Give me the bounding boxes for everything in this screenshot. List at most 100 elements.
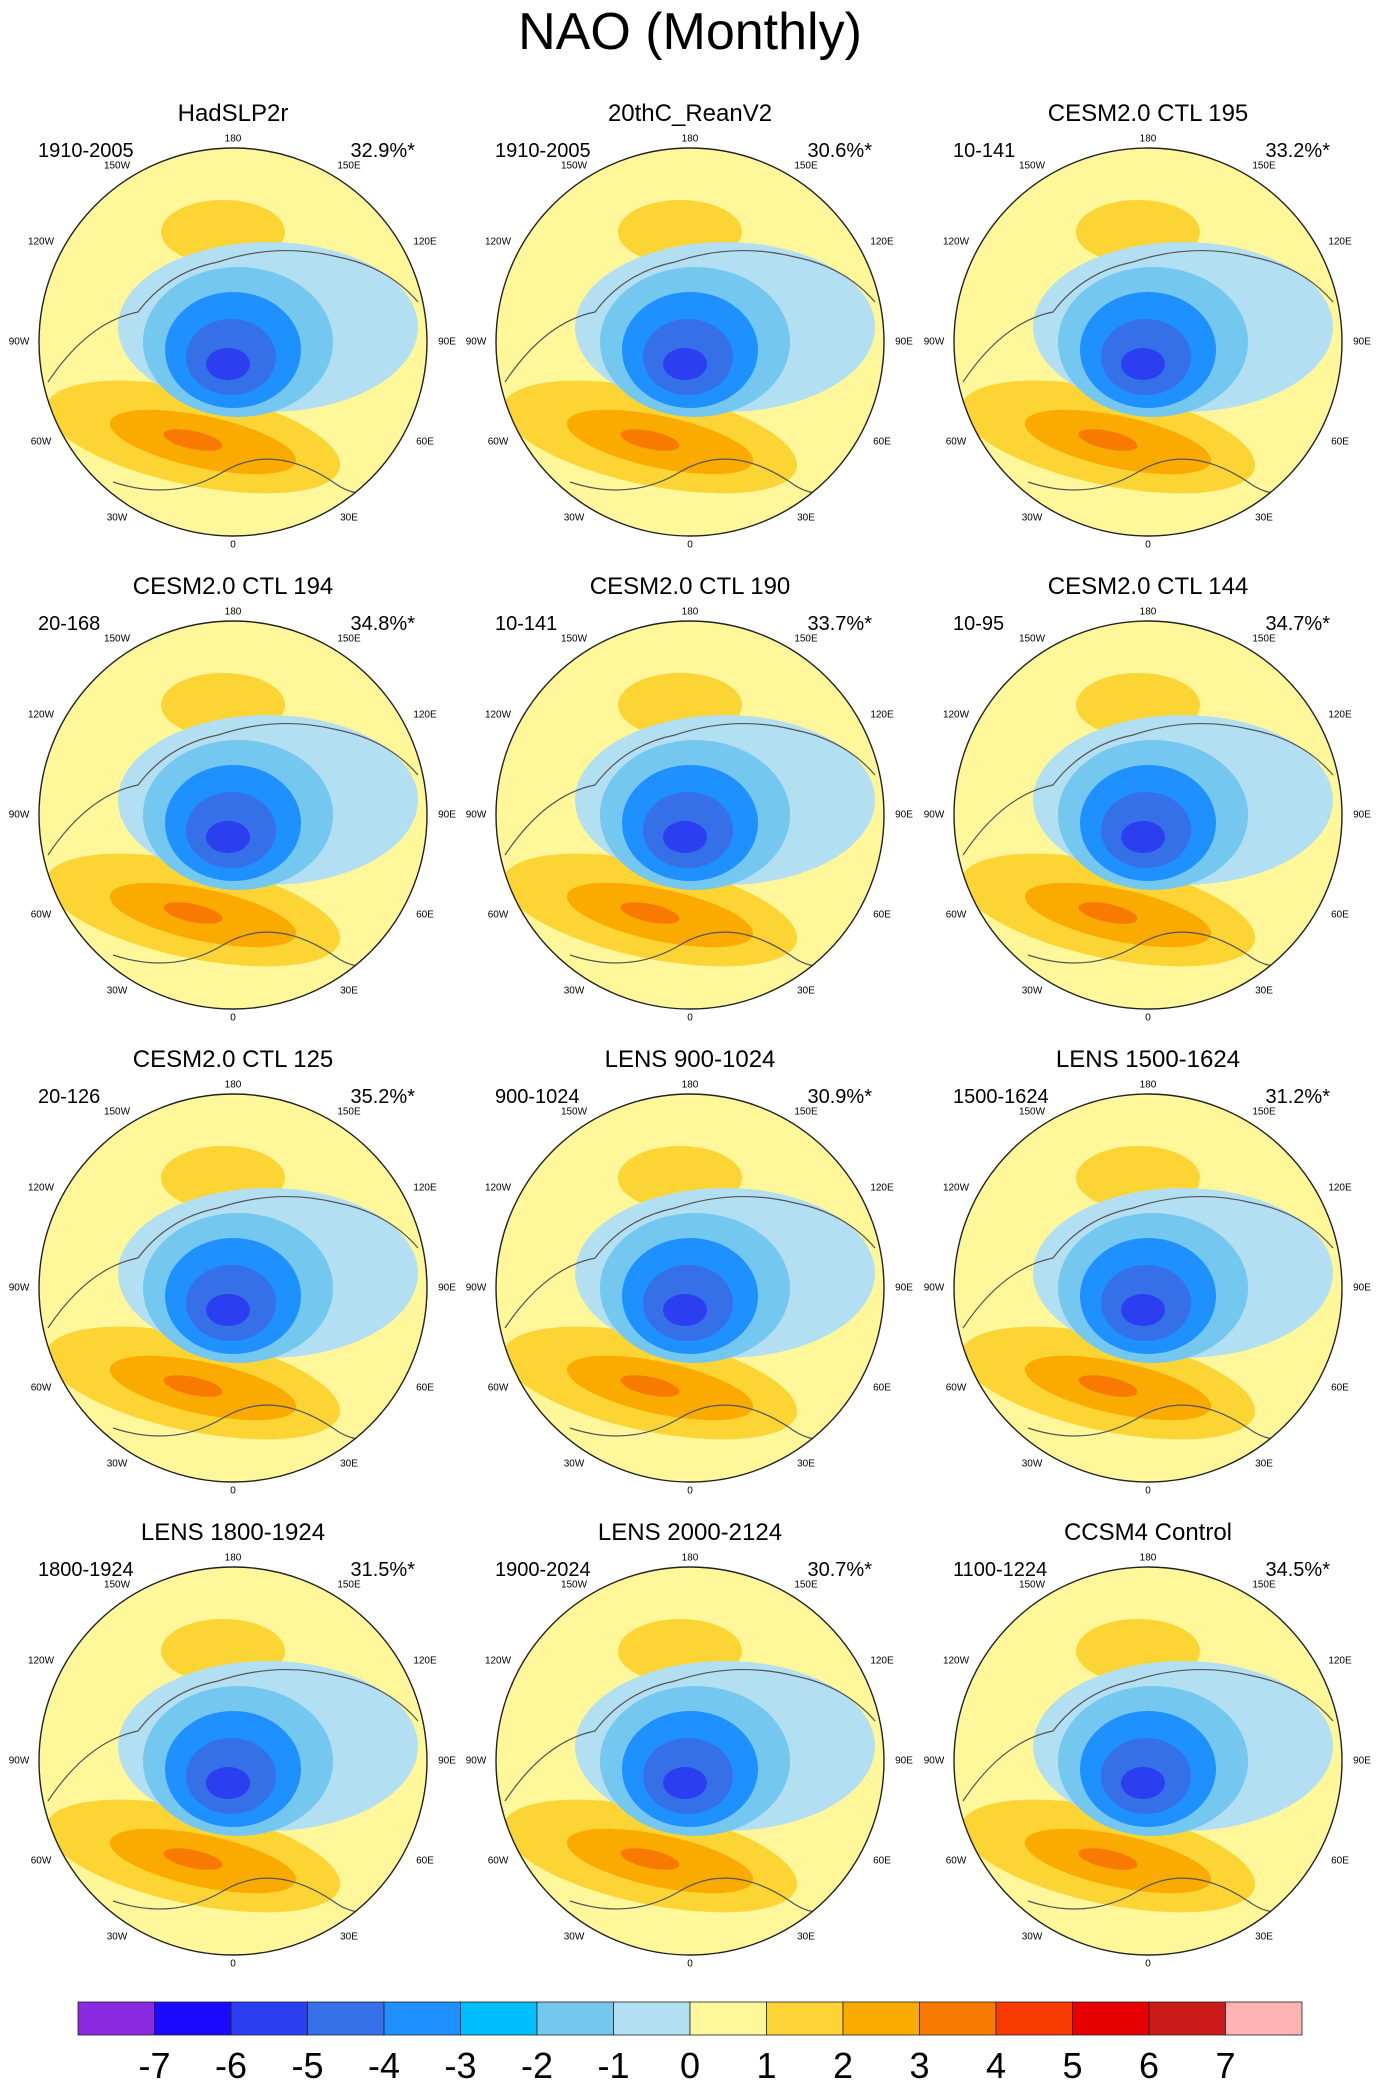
colorbar-label: 7 <box>1215 2045 1235 2086</box>
map-panel: CESM2.0 CTL 144 10-95 34.7%* 180 150W 150E 120… <box>924 573 1372 1024</box>
longitude-label: 30E <box>797 513 815 524</box>
colorbar-swatch <box>230 2001 308 2036</box>
panel-years: 10-141 <box>953 140 1015 162</box>
longitude-label: 150E <box>794 161 818 172</box>
coastline <box>504 722 876 856</box>
panel-title: LENS 1500-1624 <box>1056 1046 1240 1073</box>
longitude-label: 60W <box>31 1856 52 1867</box>
colorbar-swatch <box>154 2001 232 2036</box>
panel-variance: 34.8%* <box>351 613 416 635</box>
longitude-label: 150E <box>337 634 361 645</box>
longitude-label: 150W <box>104 1580 131 1591</box>
map-border <box>495 1093 885 1483</box>
longitude-label: 30W <box>107 1459 128 1470</box>
panel-variance: 30.9%* <box>808 1086 873 1108</box>
longitude-label: 0 <box>1145 1013 1151 1024</box>
longitude-label: 0 <box>230 1959 236 1970</box>
longitude-label: 0 <box>230 1013 236 1024</box>
longitude-label: 90W <box>466 1283 487 1294</box>
longitude-label: 30E <box>797 1932 815 1943</box>
contour-field <box>496 1094 884 1482</box>
arctic-negative-core <box>663 348 707 380</box>
longitude-label: 60W <box>488 910 509 921</box>
atlantic-positive-max <box>1078 1848 1138 1870</box>
longitude-label: 90E <box>895 810 913 821</box>
coastline <box>47 722 419 856</box>
longitude-label: 120W <box>485 1183 512 1194</box>
panel-title: HadSLP2r <box>178 100 289 127</box>
panel-title: CESM2.0 CTL 125 <box>133 1046 334 1073</box>
longitude-label: 60W <box>946 437 967 448</box>
longitude-label: 120W <box>485 710 512 721</box>
longitude-label: 150E <box>794 1107 818 1118</box>
arctic-negative-core <box>206 1294 250 1326</box>
coastline <box>504 1195 876 1329</box>
longitude-label: 30E <box>340 513 358 524</box>
panel-years: 20-168 <box>38 613 100 635</box>
map-border <box>953 1093 1343 1483</box>
atlantic-positive-max <box>620 1848 680 1870</box>
longitude-label: 180 <box>1140 1080 1157 1091</box>
panel-years: 1910-2005 <box>495 140 591 162</box>
colorbar-label: 2 <box>833 2045 853 2086</box>
longitude-label: 90E <box>895 1756 913 1767</box>
longitude-label: 120W <box>943 1183 970 1194</box>
contour-field <box>39 1567 427 1955</box>
longitude-label: 120E <box>1328 1183 1352 1194</box>
coastline <box>47 1668 419 1802</box>
panel-variance: 35.2%* <box>351 1086 416 1108</box>
map-border <box>953 620 1343 1010</box>
longitude-label: 120W <box>28 237 55 248</box>
longitude-label: 120E <box>870 1183 894 1194</box>
longitude-label: 150E <box>1252 161 1276 172</box>
longitude-label: 150W <box>561 1107 588 1118</box>
longitude-label: 30E <box>797 1459 815 1470</box>
colorbar-label: 5 <box>1062 2045 1082 2086</box>
longitude-label: 30W <box>107 513 128 524</box>
longitude-label: 60E <box>873 1383 891 1394</box>
panels-grid: HadSLP2r 1910-2005 32.9%* 180 150W 150E 120W 12… <box>9 100 1372 1970</box>
longitude-label: 150W <box>561 634 588 645</box>
coastline <box>962 1195 1334 1329</box>
colorbar-label: -5 <box>291 2045 323 2086</box>
map-panel: LENS 900-1024 900-1024 30.9%* 180 150W 150E 12… <box>466 1046 914 1497</box>
longitude-label: 150E <box>794 1580 818 1591</box>
longitude-label: 90W <box>924 1756 945 1767</box>
contour-field <box>954 1094 1342 1482</box>
colorbar-swatch <box>995 2001 1073 2036</box>
map-border <box>38 1093 428 1483</box>
longitude-label: 60W <box>946 1383 967 1394</box>
map-border <box>953 147 1343 537</box>
longitude-label: 90W <box>924 337 945 348</box>
longitude-label: 180 <box>682 1553 699 1564</box>
panel-title: LENS 2000-2124 <box>598 1519 782 1546</box>
panel-variance: 34.7%* <box>1266 613 1331 635</box>
coastline <box>962 1668 1334 1802</box>
panel-title: CESM2.0 CTL 190 <box>590 573 791 600</box>
map-panel: LENS 1800-1924 1800-1924 31.5%* 180 150W 150E… <box>9 1519 457 1970</box>
contour-field <box>496 148 884 536</box>
longitude-label: 60E <box>873 1856 891 1867</box>
colorbar-label: -7 <box>138 2045 170 2086</box>
longitude-label: 120E <box>870 237 894 248</box>
contour-field <box>496 621 884 1009</box>
panel-variance: 31.2%* <box>1266 1086 1331 1108</box>
longitude-label: 180 <box>1140 134 1157 145</box>
atlantic-positive-max <box>163 902 223 924</box>
colorbar-label: -3 <box>444 2045 476 2086</box>
arctic-negative-core <box>206 821 250 853</box>
map-panel: LENS 1500-1624 1500-1624 31.2%* 180 150W 150E… <box>924 1046 1372 1497</box>
longitude-label: 90W <box>9 810 30 821</box>
longitude-label: 30W <box>107 986 128 997</box>
longitude-label: 60E <box>416 1383 434 1394</box>
longitude-label: 90E <box>438 1756 456 1767</box>
longitude-label: 60W <box>488 1383 509 1394</box>
longitude-label: 30W <box>1022 1932 1043 1943</box>
atlantic-positive-max <box>620 1375 680 1397</box>
panel-title: 20thC_ReanV2 <box>608 100 772 127</box>
colorbar-label: -1 <box>597 2045 629 2086</box>
coastline <box>504 249 876 383</box>
longitude-label: 0 <box>1145 1959 1151 1970</box>
map-border <box>495 1566 885 1956</box>
figure-title: NAO (Monthly) <box>518 3 862 61</box>
